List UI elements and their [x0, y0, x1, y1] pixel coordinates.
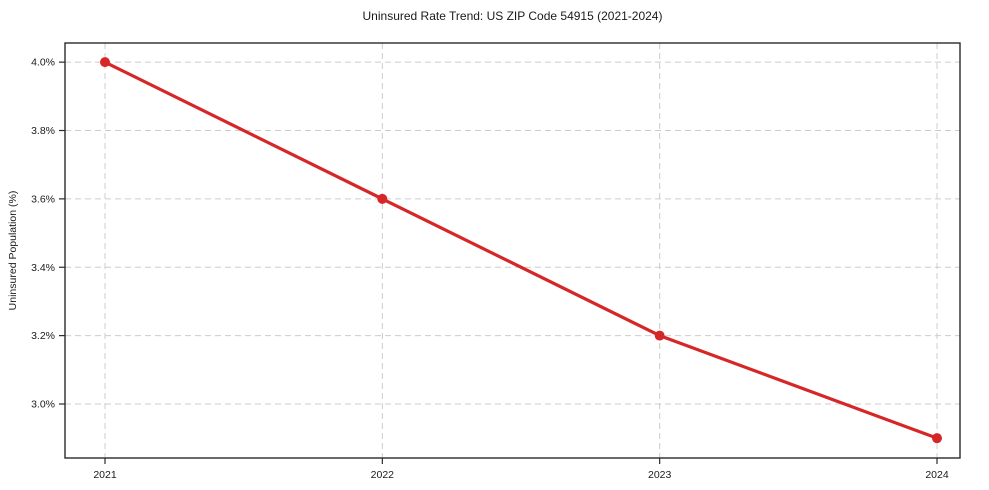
data-point-marker	[932, 433, 942, 444]
plot-border	[64, 42, 961, 459]
y-tick-label: 4.0%	[31, 57, 55, 69]
x-tick-label: 2021	[93, 469, 117, 481]
x-tick-label: 2024	[925, 469, 949, 481]
data-point-marker	[100, 57, 110, 68]
y-tick-label: 3.0%	[31, 398, 55, 410]
y-tick-label: 3.8%	[31, 125, 55, 137]
data-point-marker	[377, 193, 388, 204]
x-tick-label: 2022	[371, 469, 395, 481]
chart-title: Uninsured Rate Trend: US ZIP Code 54915 …	[362, 9, 663, 23]
y-tick-label: 3.2%	[31, 330, 55, 342]
y-tick-label: 3.6%	[31, 193, 55, 205]
trend-line	[103, 60, 939, 440]
x-tick-label: 2023	[648, 469, 672, 481]
y-tick-label: 3.4%	[31, 262, 55, 274]
data-point-marker	[654, 330, 665, 341]
y-axis-label: Uninsured Population (%)	[7, 191, 19, 311]
